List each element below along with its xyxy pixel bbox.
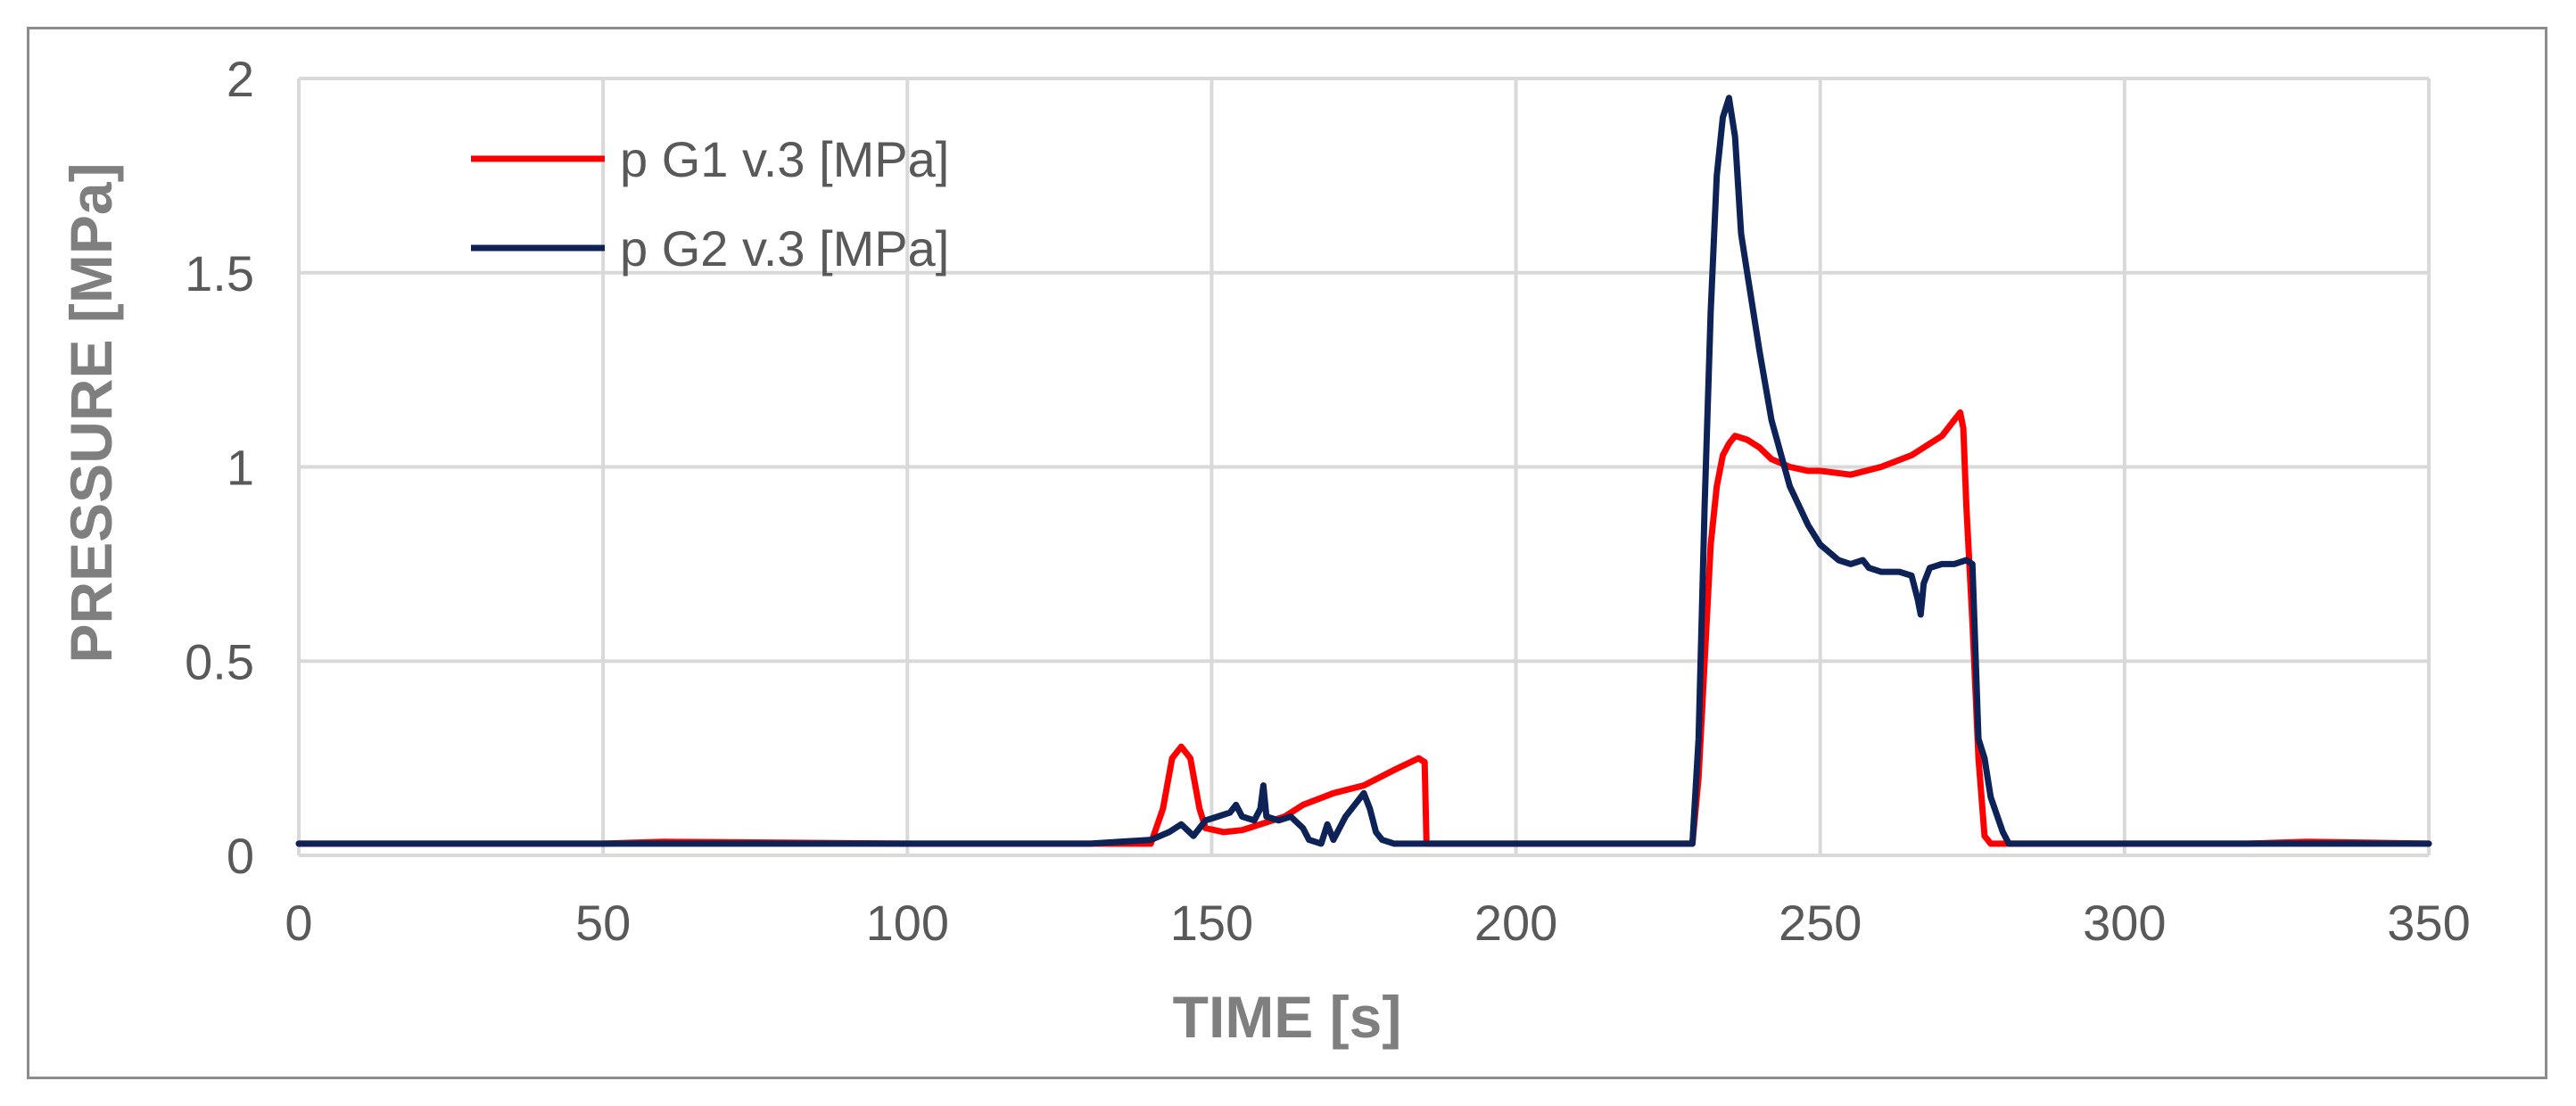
chart-frame: 0 0.5 1 1.5 2 0 50 100 150 200 250 300 350 p G1 v.3 … [27,27,2547,1079]
x-tick-label: 100 [866,895,949,951]
y-tick-label: 0 [227,828,254,884]
x-tick-label: 350 [2387,895,2470,951]
series-lines [295,95,2432,847]
series-line-1 [295,409,2432,847]
y-tick-label: 1.5 [185,245,254,301]
grid-lines [297,77,2431,857]
y-axis-title: PRESSURE [MPa] [58,162,124,663]
legend-label-g2: p G2 v.3 [MPa] [620,220,949,276]
x-tick-label: 50 [575,895,631,951]
x-tick-label: 150 [1170,895,1253,951]
series-line-2 [295,95,2432,847]
y-tick-label: 2 [227,51,254,107]
x-tick-label: 0 [285,895,312,951]
x-tick-label: 300 [2083,895,2166,951]
x-tick-label: 250 [1779,895,1862,951]
y-tick-label: 1 [227,440,254,496]
legend-label-g1: p G1 v.3 [MPa] [620,131,949,187]
x-axis-title: TIME [s] [1173,984,1402,1050]
pressure-time-chart: 0 0.5 1 1.5 2 0 50 100 150 200 250 300 350 p G1 v.3 … [58,51,2471,1050]
y-tick-label: 0.5 [185,633,254,689]
legend: p G1 v.3 [MPa] p G2 v.3 [MPa] [471,131,949,276]
x-tick-label: 200 [1474,895,1557,951]
tick-labels: 0 0.5 1 1.5 2 0 50 100 150 200 250 300 350 [185,51,2471,951]
